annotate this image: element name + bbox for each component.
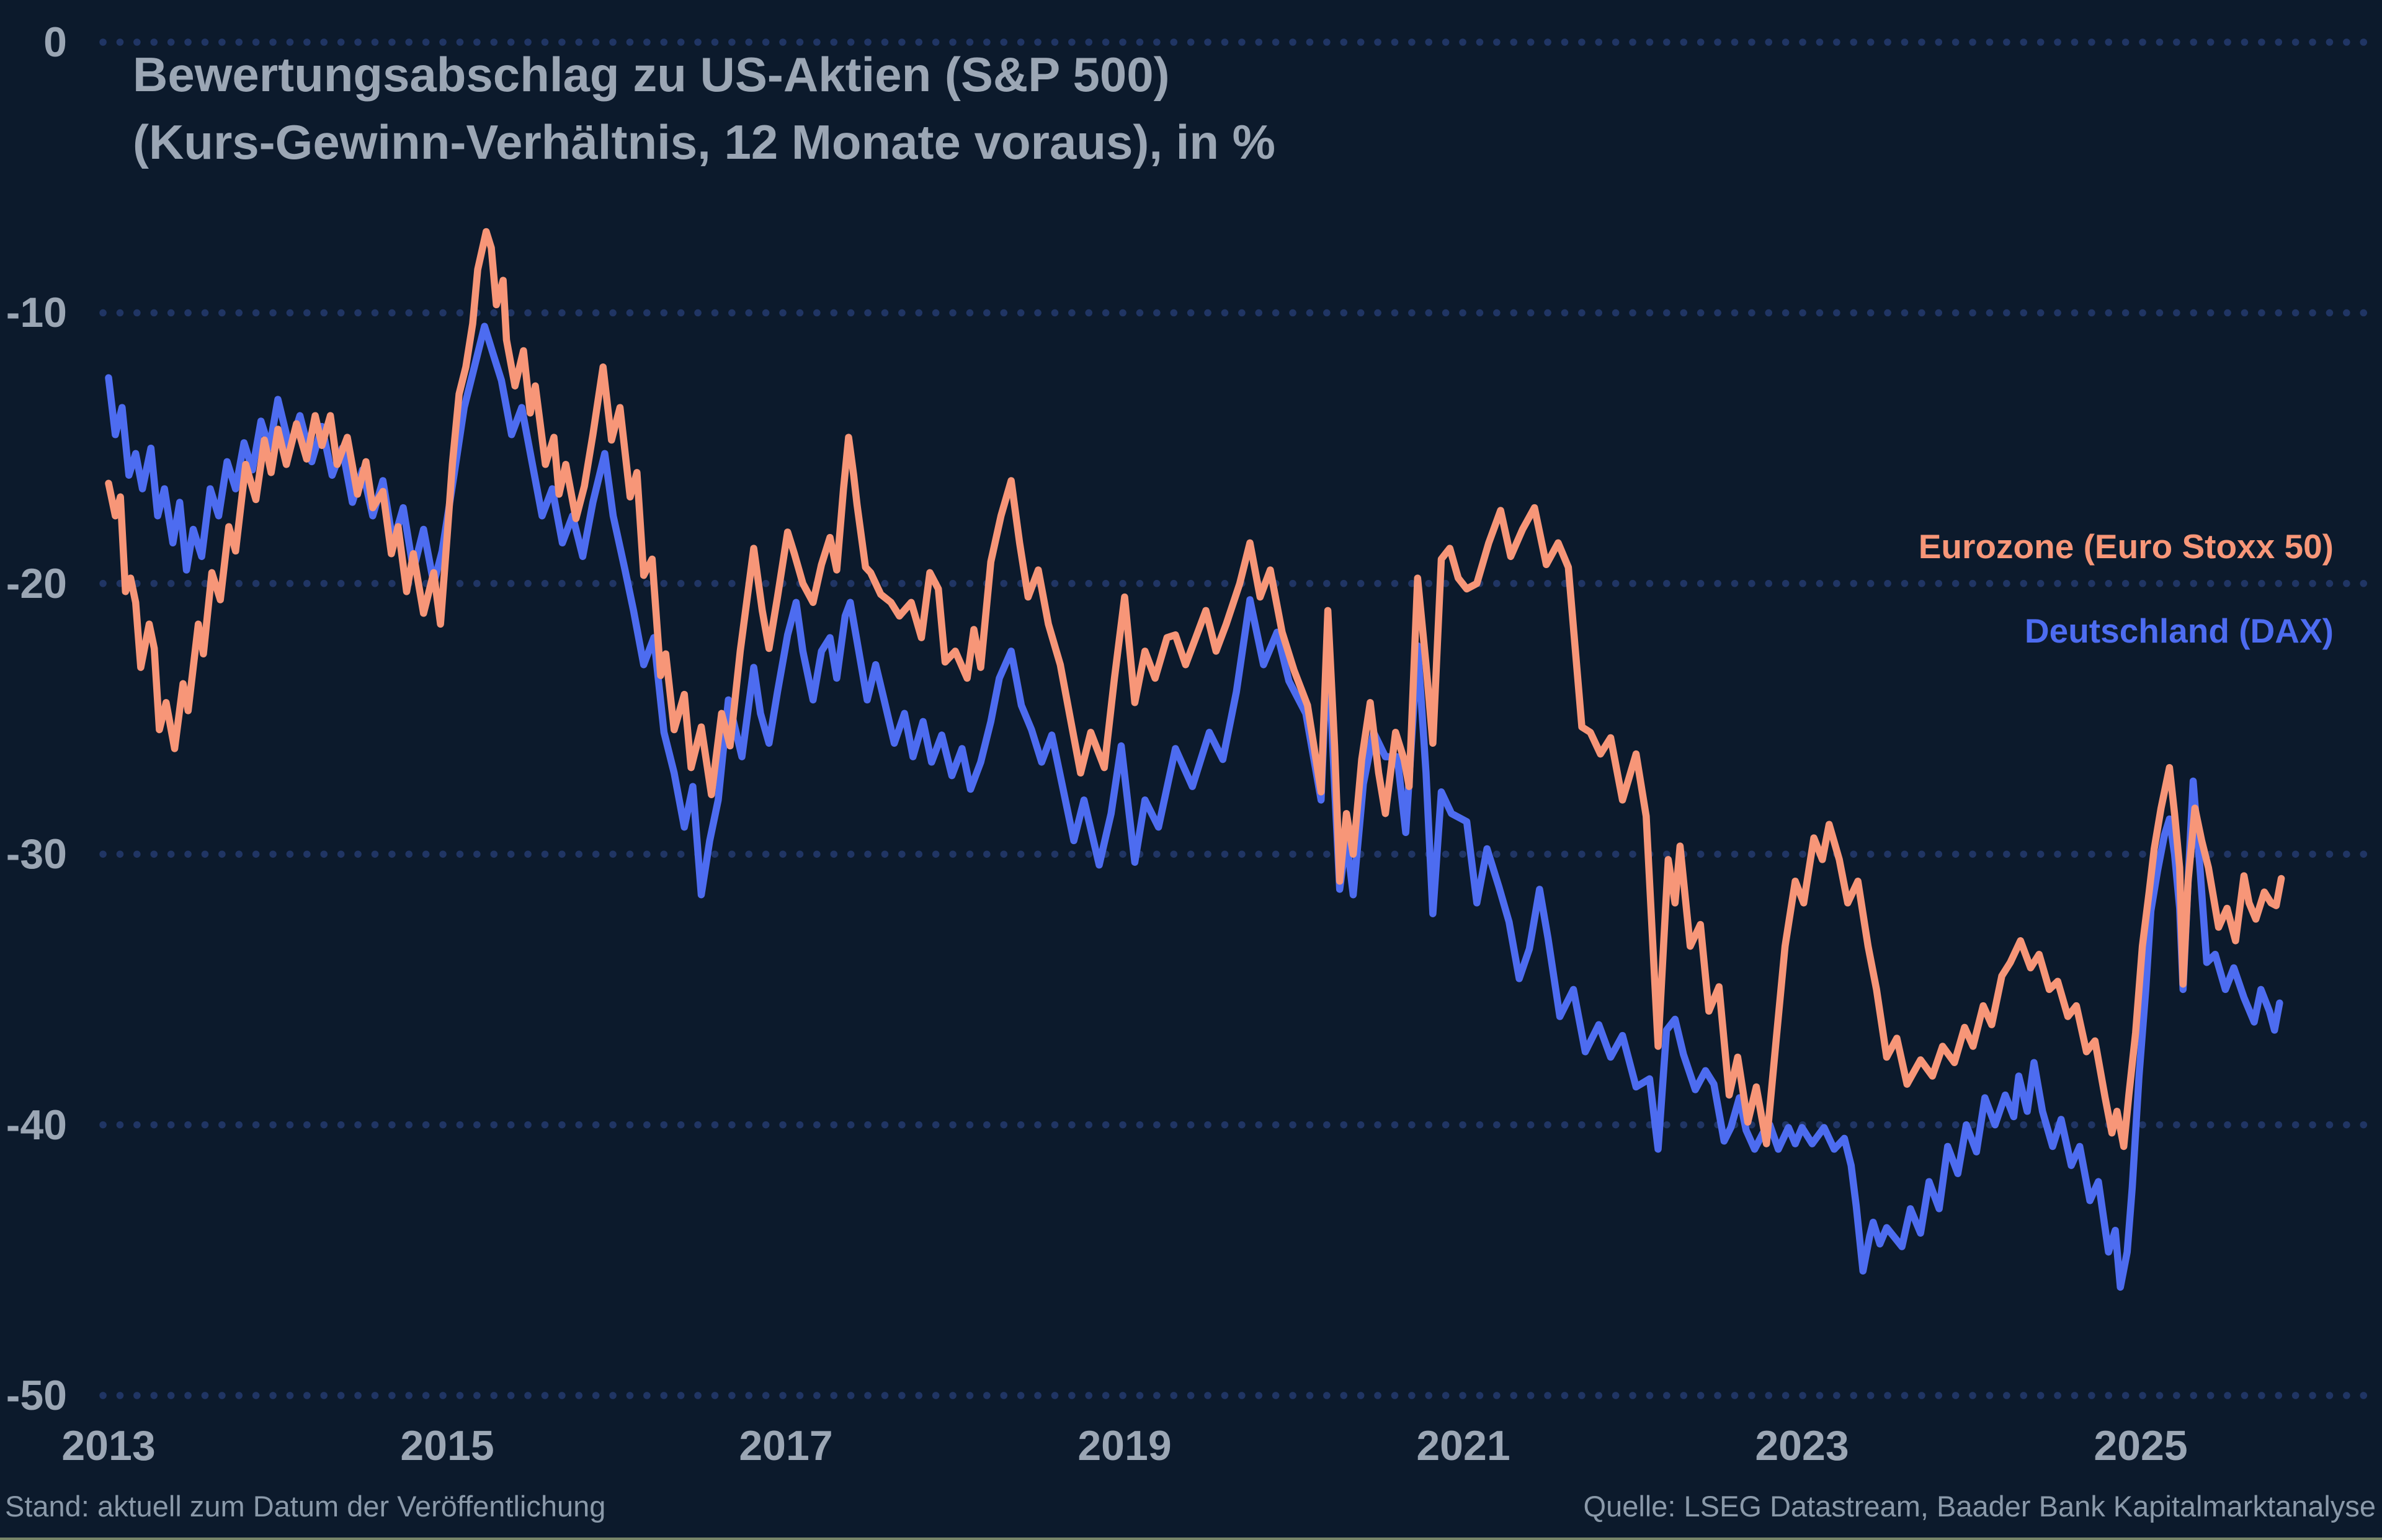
bottom-edge-strip <box>0 1538 2382 1540</box>
chart-title-line2: (Kurs-Gewinn-Verhältnis, 12 Monate vorau… <box>133 115 1276 170</box>
x-tick-label-2017: 2017 <box>739 1422 833 1469</box>
y-tick-label--50: -50 <box>6 1372 67 1419</box>
footer-status: Stand: aktuell zum Datum der Veröffentli… <box>5 1490 606 1523</box>
legend-label-deutschland: Deutschland (DAX) <box>2024 612 2334 650</box>
chart-title: Bewertungsabschlag zu US-Aktien (S&P 500… <box>133 41 1275 176</box>
series-line-eurozone <box>105 228 2285 1151</box>
footer-source: Quelle: LSEG Datastream, Baader Bank Kap… <box>1583 1490 2376 1523</box>
x-tick-label-2023: 2023 <box>1755 1422 1849 1469</box>
y-tick-label--40: -40 <box>6 1101 67 1149</box>
series-line-deutschland <box>105 323 2283 1291</box>
y-tick-label-0: 0 <box>43 19 67 66</box>
x-tick-label-2021: 2021 <box>1416 1422 1510 1469</box>
chart-title-line1: Bewertungsabschlag zu US-Aktien (S&P 500… <box>133 47 1170 102</box>
y-tick-label--20: -20 <box>6 559 67 607</box>
x-tick-label-2025: 2025 <box>2094 1422 2188 1469</box>
y-tick-label--30: -30 <box>6 830 67 878</box>
gridlines <box>99 38 2382 1399</box>
x-tick-label-2015: 2015 <box>400 1422 494 1469</box>
series-lines <box>105 228 2285 1291</box>
y-tick-label--10: -10 <box>6 289 67 337</box>
x-tick-label-2019: 2019 <box>1077 1422 1172 1469</box>
legend-label-eurozone: Eurozone (Euro Stoxx 50) <box>1918 527 2334 566</box>
x-tick-label-2013: 2013 <box>61 1422 156 1469</box>
